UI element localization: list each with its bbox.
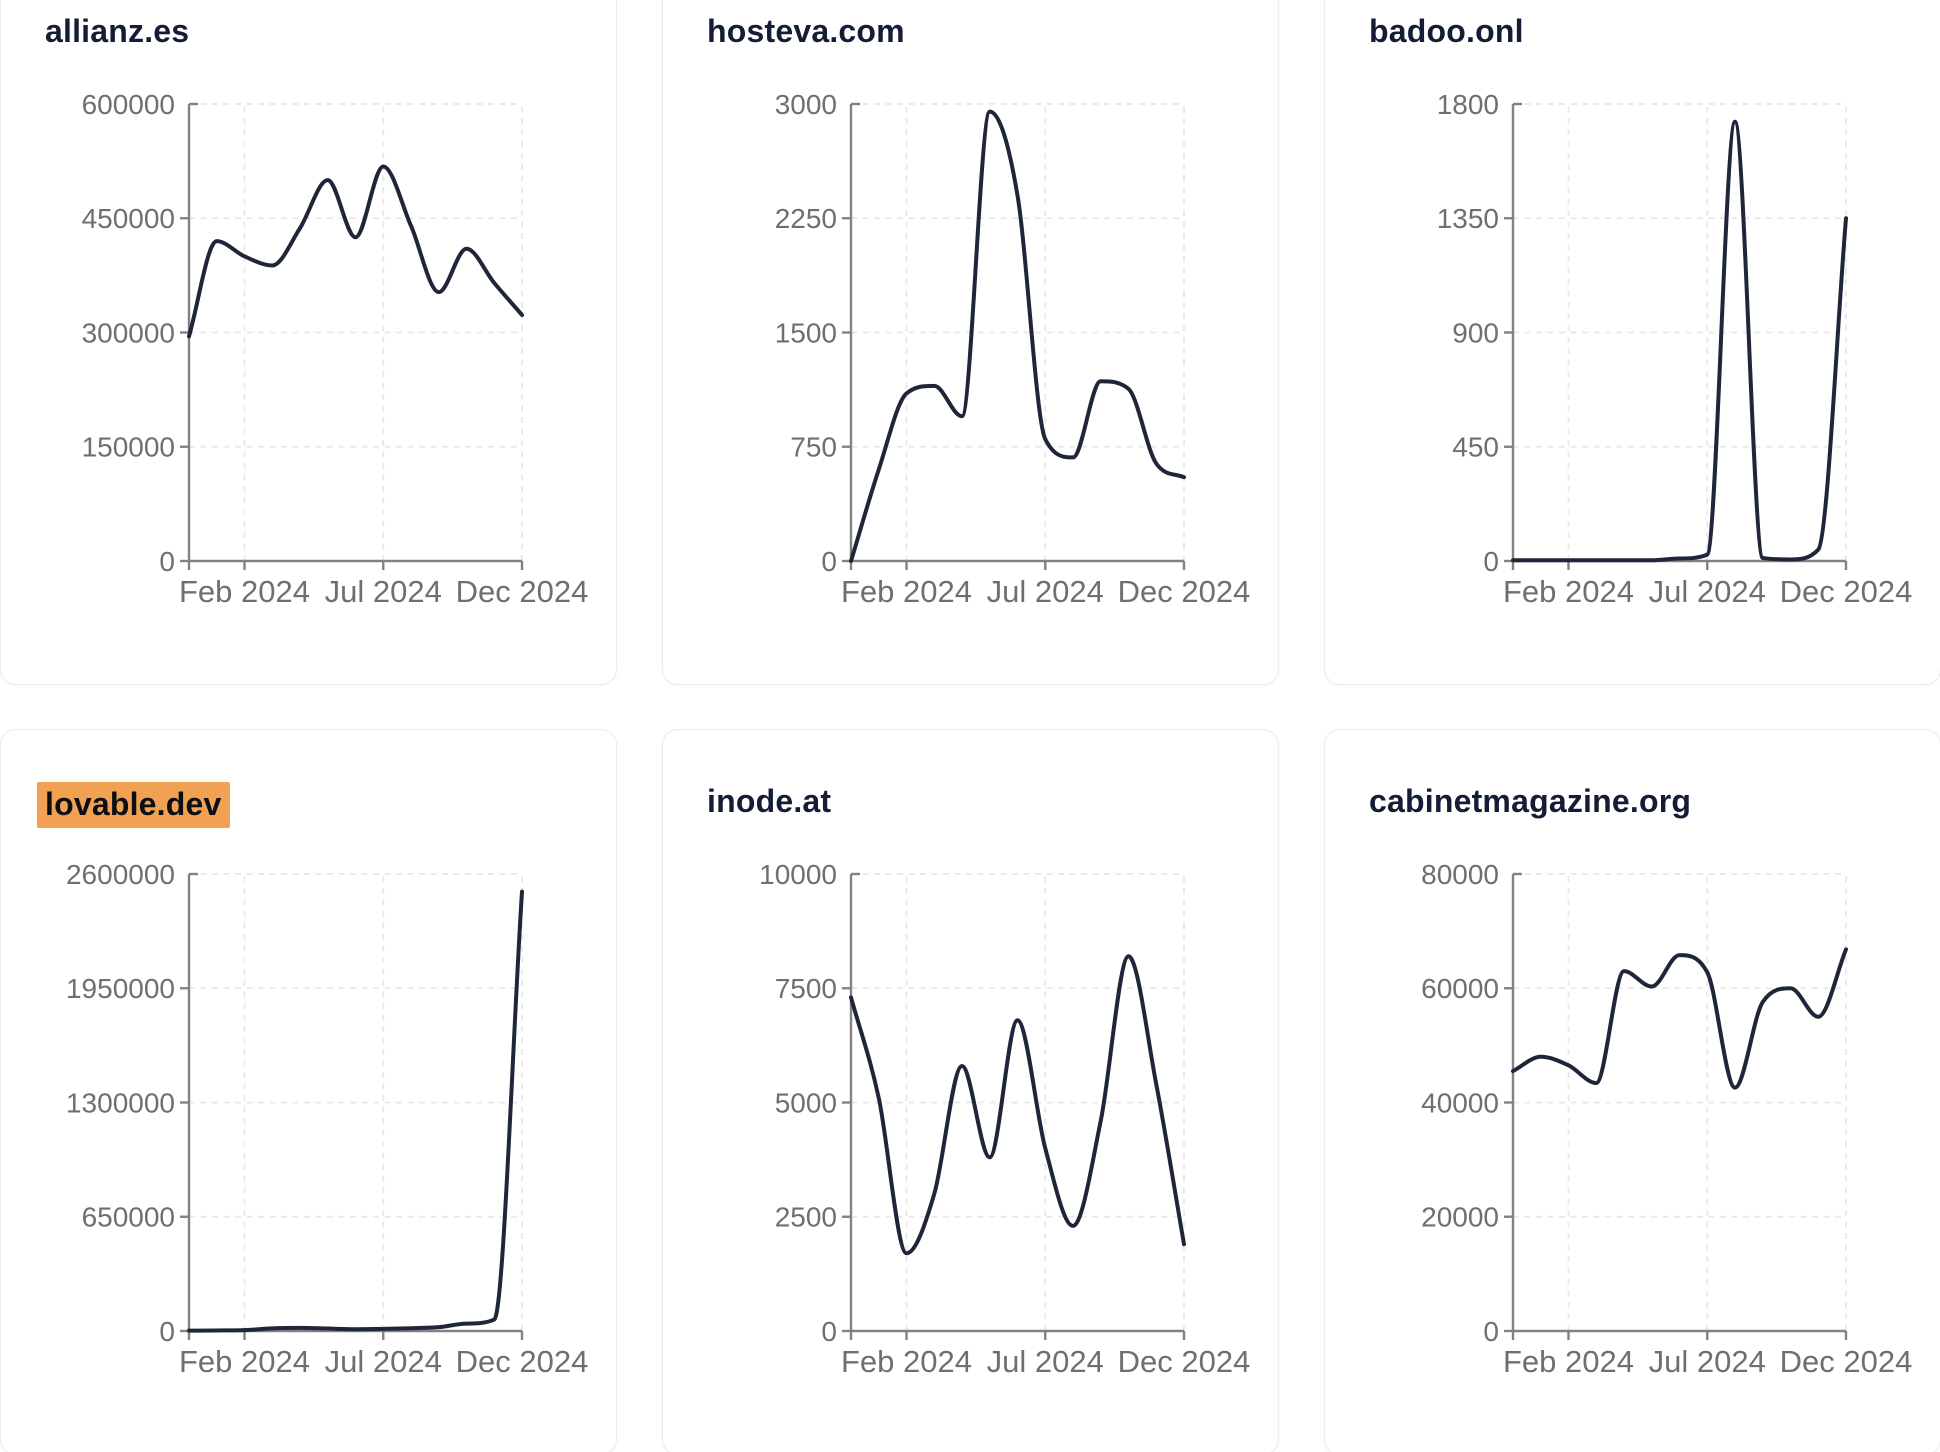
line-chart: 0 20000 40000 60000 80000 Feb 2024 Jul 2024 Dec… <box>1421 859 1913 1379</box>
y-tick-label: 3000 <box>775 89 837 120</box>
x-tick-label: Feb 2024 <box>179 574 310 609</box>
y-tick-label: 20000 <box>1421 1202 1499 1233</box>
line-chart: 0 650000 1300000 1950000 2600000 Feb 2024 Jul … <box>66 859 589 1379</box>
y-tick-label: 40000 <box>1421 1087 1499 1118</box>
x-tick-label: Dec 2024 <box>1780 1344 1913 1379</box>
x-tick-label: Dec 2024 <box>1780 574 1913 609</box>
line-chart: 0 450 900 1350 1800 Feb 2024 Jul 2024 Dec 2024 <box>1437 89 1913 609</box>
x-tick-label: Jul 2024 <box>1649 1344 1766 1379</box>
chart-title: hosteva.com <box>707 12 905 50</box>
series-line <box>1511 119 1848 563</box>
chart-card-hosteva[interactable]: hosteva.com 0 750 1500 2250 3000 Feb 2024 Jul … <box>662 0 1279 685</box>
y-tick-label: 60000 <box>1421 973 1499 1004</box>
y-tick-label: 0 <box>1483 546 1499 577</box>
chart-title: badoo.onl <box>1369 12 1524 50</box>
x-tick-label: Feb 2024 <box>1503 574 1634 609</box>
chart-title: allianz.es <box>45 12 189 50</box>
y-tick-label: 450 <box>1452 432 1499 463</box>
chart-title: cabinetmagazine.org <box>1369 782 1691 820</box>
series-line <box>187 889 524 1333</box>
line-chart: 0 2500 5000 7500 10000 Feb 2024 Jul 2024 Dec 20… <box>759 859 1251 1379</box>
x-tick-label: Dec 2024 <box>456 574 589 609</box>
y-tick-label: 650000 <box>82 1202 175 1233</box>
chart-card-lovable[interactable]: lovable.dev 0 650000 1300000 1950000 2600000… <box>0 729 617 1452</box>
x-tick-label: Dec 2024 <box>1118 1344 1251 1379</box>
y-tick-label: 7500 <box>775 973 837 1004</box>
y-tick-label: 5000 <box>775 1087 837 1118</box>
chart-title-text: inode.at <box>707 783 832 819</box>
x-tick-label: Jul 2024 <box>1649 574 1766 609</box>
chart-title-text: badoo.onl <box>1369 13 1524 49</box>
chart-title-text: hosteva.com <box>707 13 905 49</box>
y-tick-label: 900 <box>1452 317 1499 348</box>
chart-card-allianz[interactable]: allianz.es 0 150000 300000 450000 600000 Feb … <box>0 0 617 685</box>
x-tick-label: Feb 2024 <box>1503 1344 1634 1379</box>
chart-card-inode[interactable]: inode.at 0 2500 5000 7500 10000 Feb 2024 Jul 2… <box>662 729 1279 1452</box>
line-chart: 0 750 1500 2250 3000 Feb 2024 Jul 2024 Dec 2024 <box>775 89 1251 609</box>
y-tick-label: 2500 <box>775 1202 837 1233</box>
chart-card-cabinetmagazine[interactable]: cabinetmagazine.org 0 20000 40000 60000 8000… <box>1324 729 1940 1452</box>
x-tick-label: Feb 2024 <box>179 1344 310 1379</box>
y-tick-label: 600000 <box>82 89 175 120</box>
series-line <box>849 954 1186 1256</box>
y-tick-label: 0 <box>159 1316 175 1347</box>
x-tick-label: Dec 2024 <box>456 1344 589 1379</box>
y-tick-label: 2600000 <box>66 859 175 890</box>
y-tick-label: 80000 <box>1421 859 1499 890</box>
y-tick-label: 2250 <box>775 203 837 234</box>
y-tick-label: 0 <box>821 546 837 577</box>
y-tick-label: 1300000 <box>66 1087 175 1118</box>
y-tick-label: 150000 <box>82 432 175 463</box>
chart-title: inode.at <box>707 782 831 820</box>
y-tick-label: 0 <box>159 546 175 577</box>
series-line <box>849 109 1186 563</box>
y-tick-label: 1950000 <box>66 973 175 1004</box>
y-tick-label: 1500 <box>775 317 837 348</box>
x-tick-label: Feb 2024 <box>841 574 972 609</box>
y-tick-label: 450000 <box>82 203 175 234</box>
x-tick-label: Jul 2024 <box>325 574 442 609</box>
y-tick-label: 0 <box>1483 1316 1499 1347</box>
chart-title: lovable.dev <box>37 782 230 828</box>
y-tick-label: 1350 <box>1437 203 1499 234</box>
y-tick-label: 10000 <box>759 859 837 890</box>
y-tick-label: 1800 <box>1437 89 1499 120</box>
chart-title-text: allianz.es <box>45 13 190 49</box>
chart-title-text: lovable.dev <box>37 782 230 828</box>
y-tick-label: 300000 <box>82 317 175 348</box>
y-tick-label: 750 <box>790 432 837 463</box>
y-tick-label: 0 <box>821 1316 837 1347</box>
x-tick-label: Jul 2024 <box>987 1344 1104 1379</box>
x-tick-label: Dec 2024 <box>1118 574 1251 609</box>
series-line <box>187 164 524 339</box>
x-tick-label: Jul 2024 <box>325 1344 442 1379</box>
series-line <box>1511 947 1848 1090</box>
x-tick-label: Feb 2024 <box>841 1344 972 1379</box>
chart-title-text: cabinetmagazine.org <box>1369 783 1692 819</box>
line-chart: 0 150000 300000 450000 600000 Feb 2024 Jul 202… <box>82 89 589 609</box>
x-tick-label: Jul 2024 <box>987 574 1104 609</box>
chart-card-badoo[interactable]: badoo.onl 0 450 900 1350 1800 Feb 2024 Jul 202… <box>1324 0 1940 685</box>
